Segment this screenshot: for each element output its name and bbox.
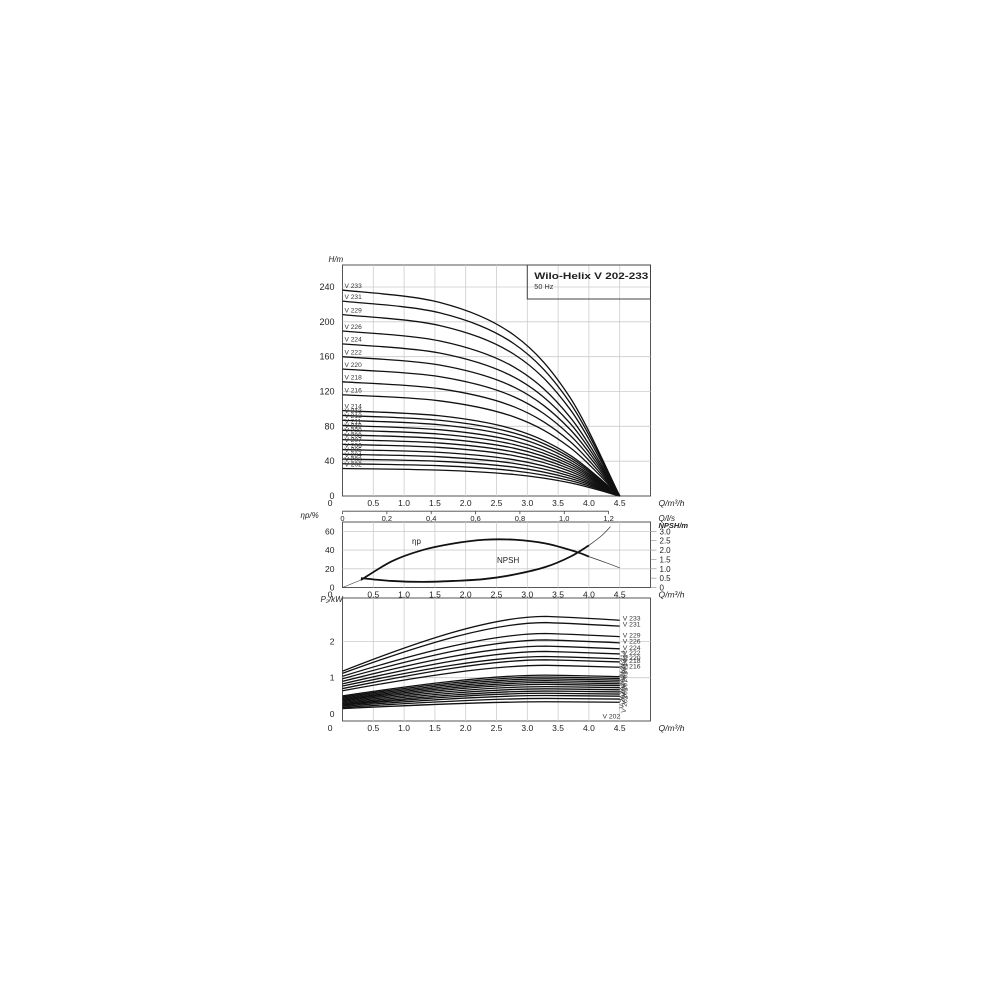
svg-text:1: 1 bbox=[330, 673, 335, 683]
svg-text:4.5: 4.5 bbox=[614, 723, 626, 733]
svg-text:120: 120 bbox=[319, 387, 334, 397]
svg-text:80: 80 bbox=[324, 421, 334, 431]
svg-text:NPSH: NPSH bbox=[497, 556, 519, 565]
svg-text:V 220: V 220 bbox=[345, 362, 363, 369]
svg-text:Q/m³/h: Q/m³/h bbox=[659, 723, 685, 733]
svg-text:3.0: 3.0 bbox=[521, 498, 533, 508]
svg-text:0.5: 0.5 bbox=[660, 574, 672, 583]
svg-text:160: 160 bbox=[319, 352, 334, 362]
svg-text:200: 200 bbox=[319, 317, 334, 327]
svg-text:P₂/kW: P₂/kW bbox=[321, 595, 345, 604]
svg-text:1.5: 1.5 bbox=[660, 555, 672, 564]
svg-text:0.5: 0.5 bbox=[367, 498, 379, 508]
svg-text:2.5: 2.5 bbox=[660, 537, 672, 546]
svg-text:4.0: 4.0 bbox=[583, 498, 595, 508]
svg-text:V 229: V 229 bbox=[345, 307, 363, 314]
svg-text:0: 0 bbox=[330, 709, 335, 719]
svg-text:Q/m³/h: Q/m³/h bbox=[659, 590, 685, 600]
svg-text:40: 40 bbox=[325, 545, 335, 555]
svg-text:V 222: V 222 bbox=[345, 350, 363, 357]
svg-text:V 224: V 224 bbox=[345, 337, 363, 344]
svg-text:V 231: V 231 bbox=[345, 294, 363, 301]
svg-text:V 202: V 202 bbox=[602, 714, 620, 721]
svg-text:3.0: 3.0 bbox=[521, 723, 533, 733]
svg-text:4.5: 4.5 bbox=[614, 498, 626, 508]
svg-text:3.5: 3.5 bbox=[552, 723, 564, 733]
svg-text:0: 0 bbox=[328, 723, 333, 733]
svg-text:V 233: V 233 bbox=[345, 283, 363, 290]
svg-text:ηp/%: ηp/% bbox=[301, 511, 319, 520]
svg-text:2.0: 2.0 bbox=[460, 723, 472, 733]
svg-text:20: 20 bbox=[325, 564, 335, 574]
svg-text:Wilo-Helix V 202-233: Wilo-Helix V 202-233 bbox=[534, 271, 648, 281]
svg-text:0: 0 bbox=[328, 498, 333, 508]
svg-text:60: 60 bbox=[325, 526, 335, 536]
svg-text:3.5: 3.5 bbox=[552, 498, 564, 508]
svg-text:40: 40 bbox=[324, 456, 334, 466]
svg-text:4.0: 4.0 bbox=[583, 723, 595, 733]
svg-text:Q/m³/h: Q/m³/h bbox=[659, 498, 685, 508]
svg-text:2.0: 2.0 bbox=[460, 498, 472, 508]
svg-text:2.5: 2.5 bbox=[491, 498, 503, 508]
svg-text:2: 2 bbox=[330, 636, 335, 646]
svg-text:1.5: 1.5 bbox=[429, 498, 441, 508]
svg-text:V 202: V 202 bbox=[345, 461, 363, 468]
svg-text:V 216: V 216 bbox=[345, 388, 363, 395]
svg-text:ηp: ηp bbox=[412, 537, 421, 546]
svg-text:2.0: 2.0 bbox=[660, 546, 672, 555]
svg-text:H/m: H/m bbox=[329, 255, 344, 264]
svg-text:2.5: 2.5 bbox=[491, 723, 503, 733]
svg-text:1.0: 1.0 bbox=[398, 498, 410, 508]
svg-text:3.0: 3.0 bbox=[660, 527, 672, 536]
svg-text:50 Hz: 50 Hz bbox=[534, 282, 553, 291]
svg-text:240: 240 bbox=[319, 282, 334, 292]
svg-text:1.0: 1.0 bbox=[398, 723, 410, 733]
svg-text:V 218: V 218 bbox=[345, 375, 363, 382]
svg-text:V 226: V 226 bbox=[345, 324, 363, 331]
svg-text:1.0: 1.0 bbox=[660, 565, 672, 574]
svg-text:1.5: 1.5 bbox=[429, 723, 441, 733]
svg-text:V 203: V 203 bbox=[621, 695, 630, 713]
svg-text:0.5: 0.5 bbox=[367, 723, 379, 733]
svg-text:V 231: V 231 bbox=[623, 622, 641, 629]
